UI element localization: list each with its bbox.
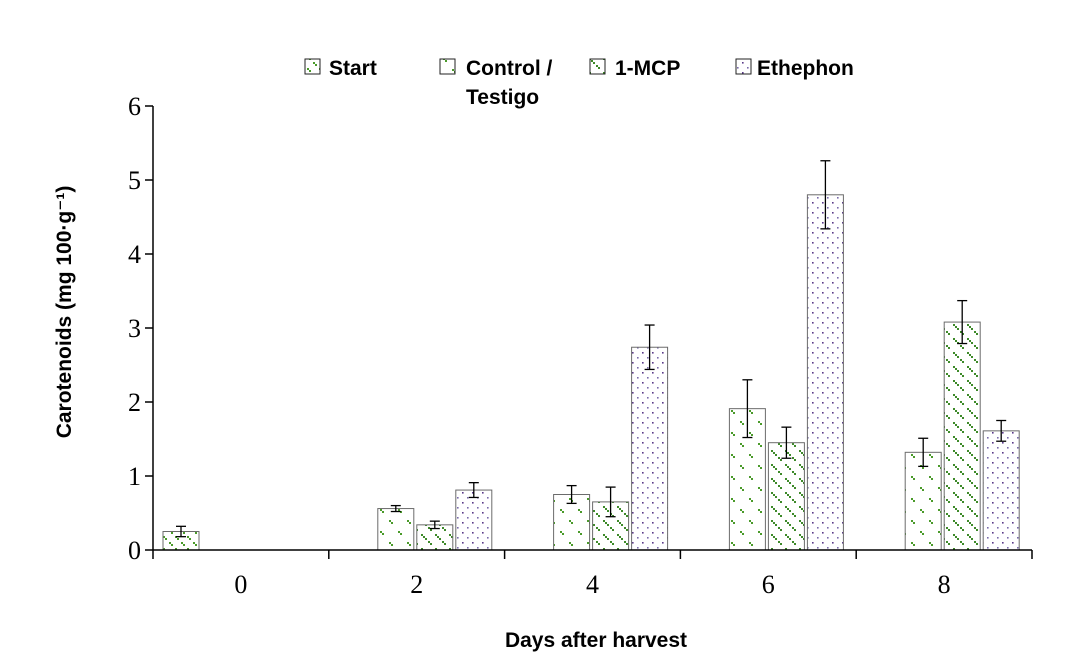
x-tick-label-4: 4	[586, 570, 599, 599]
legend-label-1mcp: 1-MCP	[615, 57, 680, 80]
y-axis-title: Carotenoids (mg 100·g⁻¹)	[53, 186, 76, 439]
legend-label-control-line1: Control /	[466, 57, 552, 80]
error-bar-control-day-4	[566, 484, 577, 505]
legend-item-1mcp: 1-MCP	[589, 57, 680, 80]
axes-layer	[145, 105, 1033, 559]
x-tick-label-0: 0	[234, 570, 247, 599]
legend-label-ethephon: Ethephon	[757, 57, 854, 80]
x-tick-label-2: 2	[410, 570, 423, 599]
error-bar-1mcp-day-8	[957, 299, 968, 345]
bar-ethephon-day-4	[631, 346, 669, 551]
error-bar-ethephon-day-8	[996, 419, 1007, 442]
x-axis-title: Days after harvest	[505, 629, 687, 652]
legend-item-start: Start	[304, 57, 377, 80]
tick-labels-layer: 0 1 2 3 4 5 6 0 2 4 6 8	[128, 92, 951, 599]
y-tick-label-1: 1	[128, 462, 141, 491]
legend-item-ethephon: Ethephon	[735, 57, 854, 80]
error-bar-ethephon-day-2	[468, 482, 479, 499]
legend-swatch-1mcp	[589, 58, 606, 75]
y-tick-label-2: 2	[128, 388, 141, 417]
y-tick-label-4: 4	[128, 240, 141, 269]
legend-item-control: Control / Testigo	[439, 57, 558, 109]
bar-ethephon-day-6	[806, 194, 844, 551]
bars-layer	[162, 194, 1020, 551]
legend-swatch-control	[439, 58, 456, 75]
x-tick-label-8: 8	[938, 570, 951, 599]
y-tick-label-0: 0	[128, 536, 141, 565]
legend-swatch-start	[304, 58, 321, 75]
error-bar-1mcp-day-2	[429, 520, 440, 530]
y-tick-label-5: 5	[128, 166, 141, 195]
error-bar-1mcp-day-4	[605, 486, 616, 518]
legend-swatch-ethephon	[735, 58, 752, 75]
error-bar-start-day-0	[176, 525, 186, 538]
y-tick-label-3: 3	[128, 314, 141, 343]
error-bars-layer	[176, 160, 1007, 538]
error-bar-ethephon-day-6	[820, 160, 831, 230]
bar-control-day-2	[377, 508, 415, 551]
bar-ethephon-day-8	[982, 430, 1020, 551]
error-bar-control-day-8	[918, 437, 929, 468]
error-bar-ethephon-day-4	[644, 324, 655, 371]
error-bar-control-day-2	[390, 504, 401, 513]
legend-label-control-line2: Testigo	[466, 86, 539, 109]
legend: Start Control / Testigo 1-MCP Ethephon	[304, 57, 854, 109]
error-bar-control-day-6	[742, 379, 753, 439]
bar-ethephon-day-2	[455, 489, 493, 551]
y-tick-label-6: 6	[128, 92, 141, 121]
bar-1mcp-day-8	[943, 321, 981, 551]
legend-label-start: Start	[329, 57, 377, 80]
error-bar-1mcp-day-6	[781, 426, 792, 459]
x-tick-label-6: 6	[762, 570, 775, 599]
legend-label-control: Control / Testigo	[466, 57, 558, 109]
